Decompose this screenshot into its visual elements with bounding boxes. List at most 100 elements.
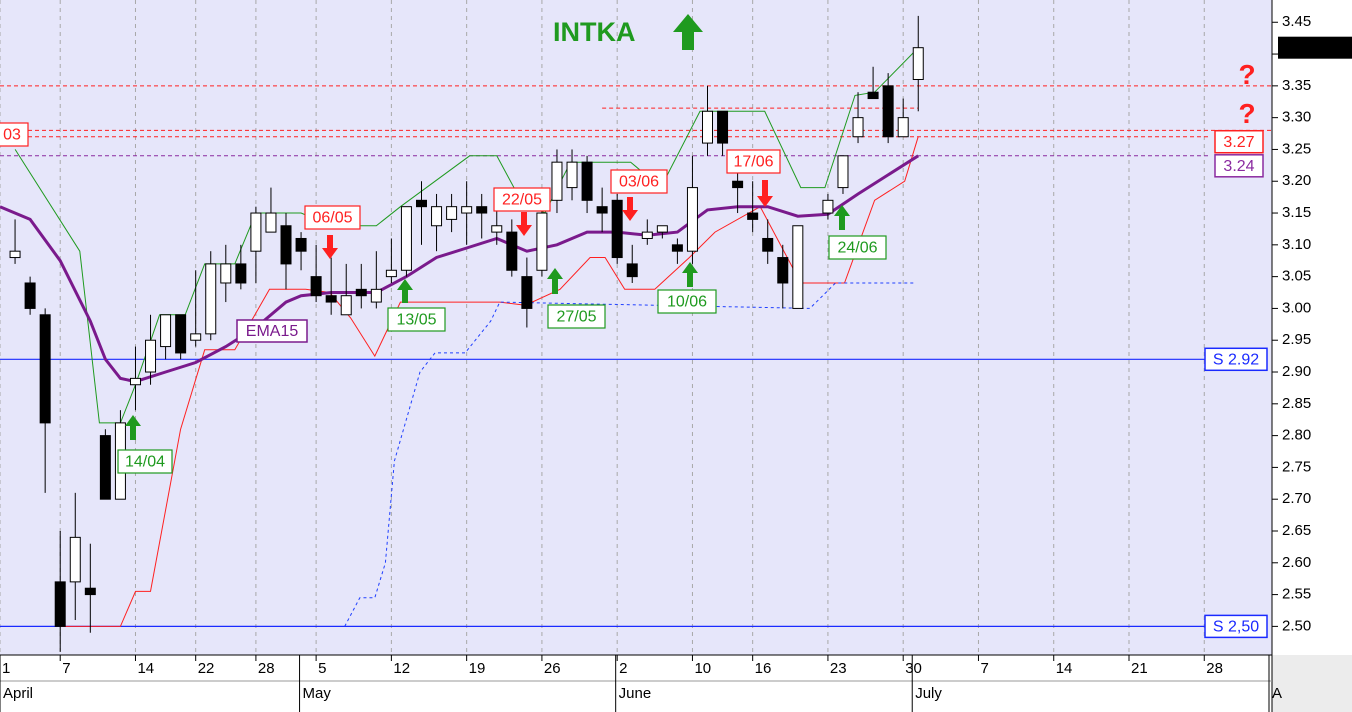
x-axis-background (0, 655, 1272, 712)
candle-body (777, 257, 789, 284)
candle-body (506, 231, 518, 271)
month-label: April (3, 685, 33, 702)
candle-body (175, 314, 187, 354)
signal-box (657, 289, 717, 314)
corner (1272, 655, 1352, 712)
y-tick-label: 2.50 (1282, 617, 1311, 634)
candle-body (431, 206, 443, 227)
candle-body (400, 206, 412, 271)
candle-body (265, 212, 277, 233)
candle-body (446, 206, 458, 220)
candle-body (280, 225, 292, 265)
signal-arrow (516, 212, 532, 236)
lines: EMA15 (0, 50, 920, 627)
level-tag: 3.27 (1223, 134, 1254, 151)
y-tick-label: 3.10 (1282, 236, 1311, 253)
y-tick-label: 3.00 (1282, 299, 1311, 316)
candle-body (882, 85, 894, 138)
candle-body (355, 288, 367, 297)
x-tick-label: 2 (619, 660, 627, 677)
candle-body (325, 295, 337, 303)
signal-arrow (622, 197, 638, 221)
x-tick-label: 28 (258, 660, 275, 677)
x-tick-label: 14 (1056, 660, 1073, 677)
level-tag-box (1214, 129, 1264, 154)
y-axis-background (1272, 0, 1352, 655)
signal-box (0, 122, 29, 147)
y-tick-label: 3.30 (1282, 109, 1311, 126)
level-label-box (1204, 347, 1268, 372)
candle-body (732, 180, 744, 189)
candle-body (69, 536, 81, 583)
signal-arrow (322, 235, 338, 259)
signal-label: 13/05 (396, 312, 436, 329)
candle-body (295, 237, 307, 252)
candle-body (702, 110, 714, 144)
candle-body (84, 587, 96, 596)
candle-body (641, 231, 653, 239)
month-label: A (1272, 685, 1282, 702)
signal-box (387, 307, 446, 332)
series-label-box (236, 319, 308, 343)
y-tick-label: 3.15 (1282, 204, 1311, 221)
y-tick-label: 2.75 (1282, 458, 1311, 475)
signal-label: 14/04 (125, 454, 165, 471)
level-note: ? (1238, 59, 1255, 90)
candle-body (536, 212, 548, 271)
y-tick-label: 2.95 (1282, 331, 1311, 348)
y-tick-label: 2.65 (1282, 522, 1311, 539)
x-tick-label: 14 (137, 660, 154, 677)
x-tick-label: 30 (905, 660, 922, 677)
candle-body (852, 117, 864, 138)
signal-box (610, 169, 668, 194)
y-tick-label: 2.55 (1282, 586, 1311, 603)
x-tick-label: 26 (544, 660, 561, 677)
candle-body (656, 225, 668, 233)
candle-body (792, 225, 804, 309)
month-label: June (619, 685, 652, 702)
y-tick-label: 2.90 (1282, 363, 1311, 380)
month-label: May (303, 685, 332, 702)
candle-body (611, 199, 623, 259)
ema-line (0, 154, 920, 384)
candle-body (370, 288, 382, 303)
candle-body (129, 377, 141, 386)
signal-arrow (757, 180, 773, 207)
candle-body (897, 117, 909, 138)
last-price-box (1278, 36, 1352, 59)
month-label: July (915, 685, 942, 702)
candle-body (39, 314, 51, 424)
signal-box (304, 205, 361, 230)
candle-body (476, 206, 488, 214)
candle-body (686, 187, 698, 252)
x-tick-label: 7 (62, 660, 70, 677)
signal-box (117, 449, 173, 474)
candle-body (521, 276, 533, 309)
signal-label: 03 (3, 127, 21, 144)
signal-label: 10/06 (667, 294, 707, 311)
candle-body (415, 199, 427, 208)
x-tick-label: 5 (318, 660, 326, 677)
candle-body (250, 212, 262, 252)
signal-arrow (397, 279, 413, 303)
series-label: EMA15 (246, 323, 299, 340)
level-label: S 2.92 (1213, 352, 1259, 369)
candle-body (9, 250, 21, 259)
signal-label: 06/05 (312, 210, 352, 227)
signal-box (493, 187, 551, 212)
x-tick-label: 1 (2, 660, 10, 677)
candle-body (491, 225, 503, 233)
signals: 03 14/04 06/05 13/05 22/05 27/05 03/06 10/06 17/… (0, 122, 887, 474)
candle-body (837, 155, 849, 189)
candle-body (145, 339, 157, 373)
x-tick-label: 22 (198, 660, 215, 677)
candle-body (822, 199, 834, 214)
y-tick-label: 2.80 (1282, 427, 1311, 444)
candle-body (671, 244, 683, 252)
candle-body (220, 263, 232, 284)
signal-label: 27/05 (556, 309, 596, 326)
candle-body (912, 47, 924, 80)
x-tick-label: 16 (755, 660, 772, 677)
